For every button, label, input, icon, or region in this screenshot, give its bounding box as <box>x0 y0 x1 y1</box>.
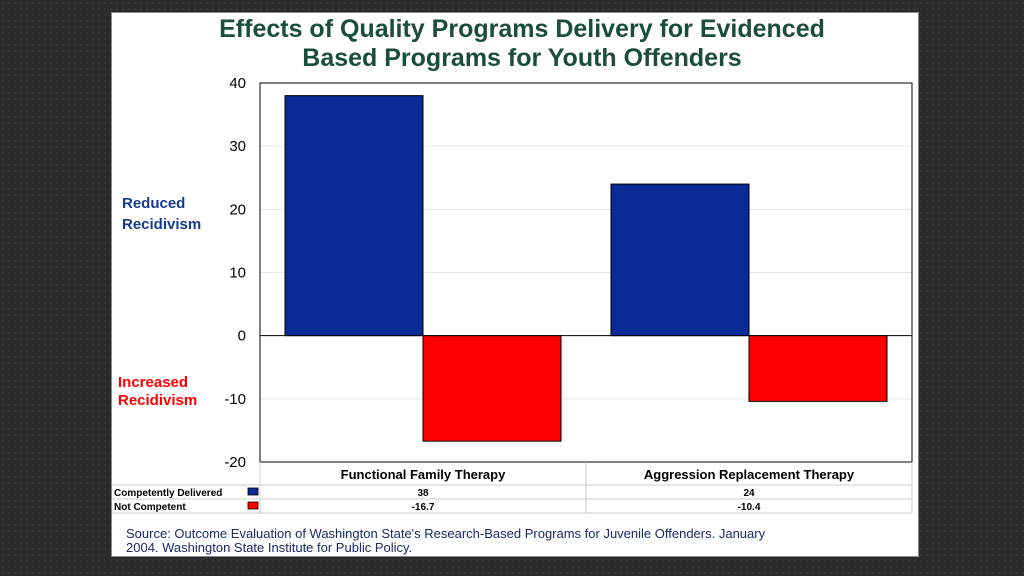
chart-title: Effects of Quality Programs Delivery for… <box>219 15 825 72</box>
legend-series-name: Competently Delivered <box>114 488 222 499</box>
table-value: -10.4 <box>738 502 761 513</box>
chart-title-line-1: Effects of Quality Programs Delivery for… <box>219 15 825 43</box>
bar <box>748 335 888 402</box>
y-tick-label: 10 <box>229 265 246 282</box>
source-note: Source: Outcome Evaluation of Washington… <box>126 526 766 555</box>
category-label: Functional Family Therapy <box>341 467 506 482</box>
legend-series-name: Not Competent <box>114 502 186 513</box>
y-tick-label: 20 <box>229 201 246 218</box>
category-label: Aggression Replacement Therapy <box>644 467 855 482</box>
side-labels: Reduced Recidivism Increased Recidivism <box>118 195 201 409</box>
bar-chart: Effects of Quality Programs Delivery for… <box>112 15 913 555</box>
reduced-label-line-2: Recidivism <box>122 216 201 233</box>
increased-label-line-1: Increased <box>118 374 188 391</box>
y-tick-label: 40 <box>229 75 246 92</box>
chart-title-line-2: Based Programs for Youth Offenders <box>302 44 741 72</box>
increased-label-line-2: Recidivism <box>118 392 197 409</box>
y-tick-label: 0 <box>238 328 246 345</box>
source-line-2: 2004. Washington State Institute for Pub… <box>126 540 412 555</box>
bar <box>422 335 562 442</box>
y-axis-ticks: 40 30 20 10 0 -10 -20 <box>224 75 246 471</box>
bar <box>284 95 424 337</box>
y-tick-label: -20 <box>224 454 246 471</box>
bar <box>610 183 750 337</box>
reduced-label-line-1: Reduced <box>122 195 185 212</box>
table-value: 24 <box>743 488 755 499</box>
bars <box>284 95 888 442</box>
slide: Effects of Quality Programs Delivery for… <box>111 12 919 557</box>
y-tick-label: -10 <box>224 391 246 408</box>
table-value: -16.7 <box>412 502 435 513</box>
legend-swatch <box>247 501 259 510</box>
table-value: 38 <box>417 488 429 499</box>
data-table: Functional Family Therapy Aggression Repl… <box>112 462 913 514</box>
source-line-1: Source: Outcome Evaluation of Washington… <box>126 526 766 541</box>
y-tick-label: 30 <box>229 138 246 155</box>
legend-swatch <box>247 487 259 496</box>
